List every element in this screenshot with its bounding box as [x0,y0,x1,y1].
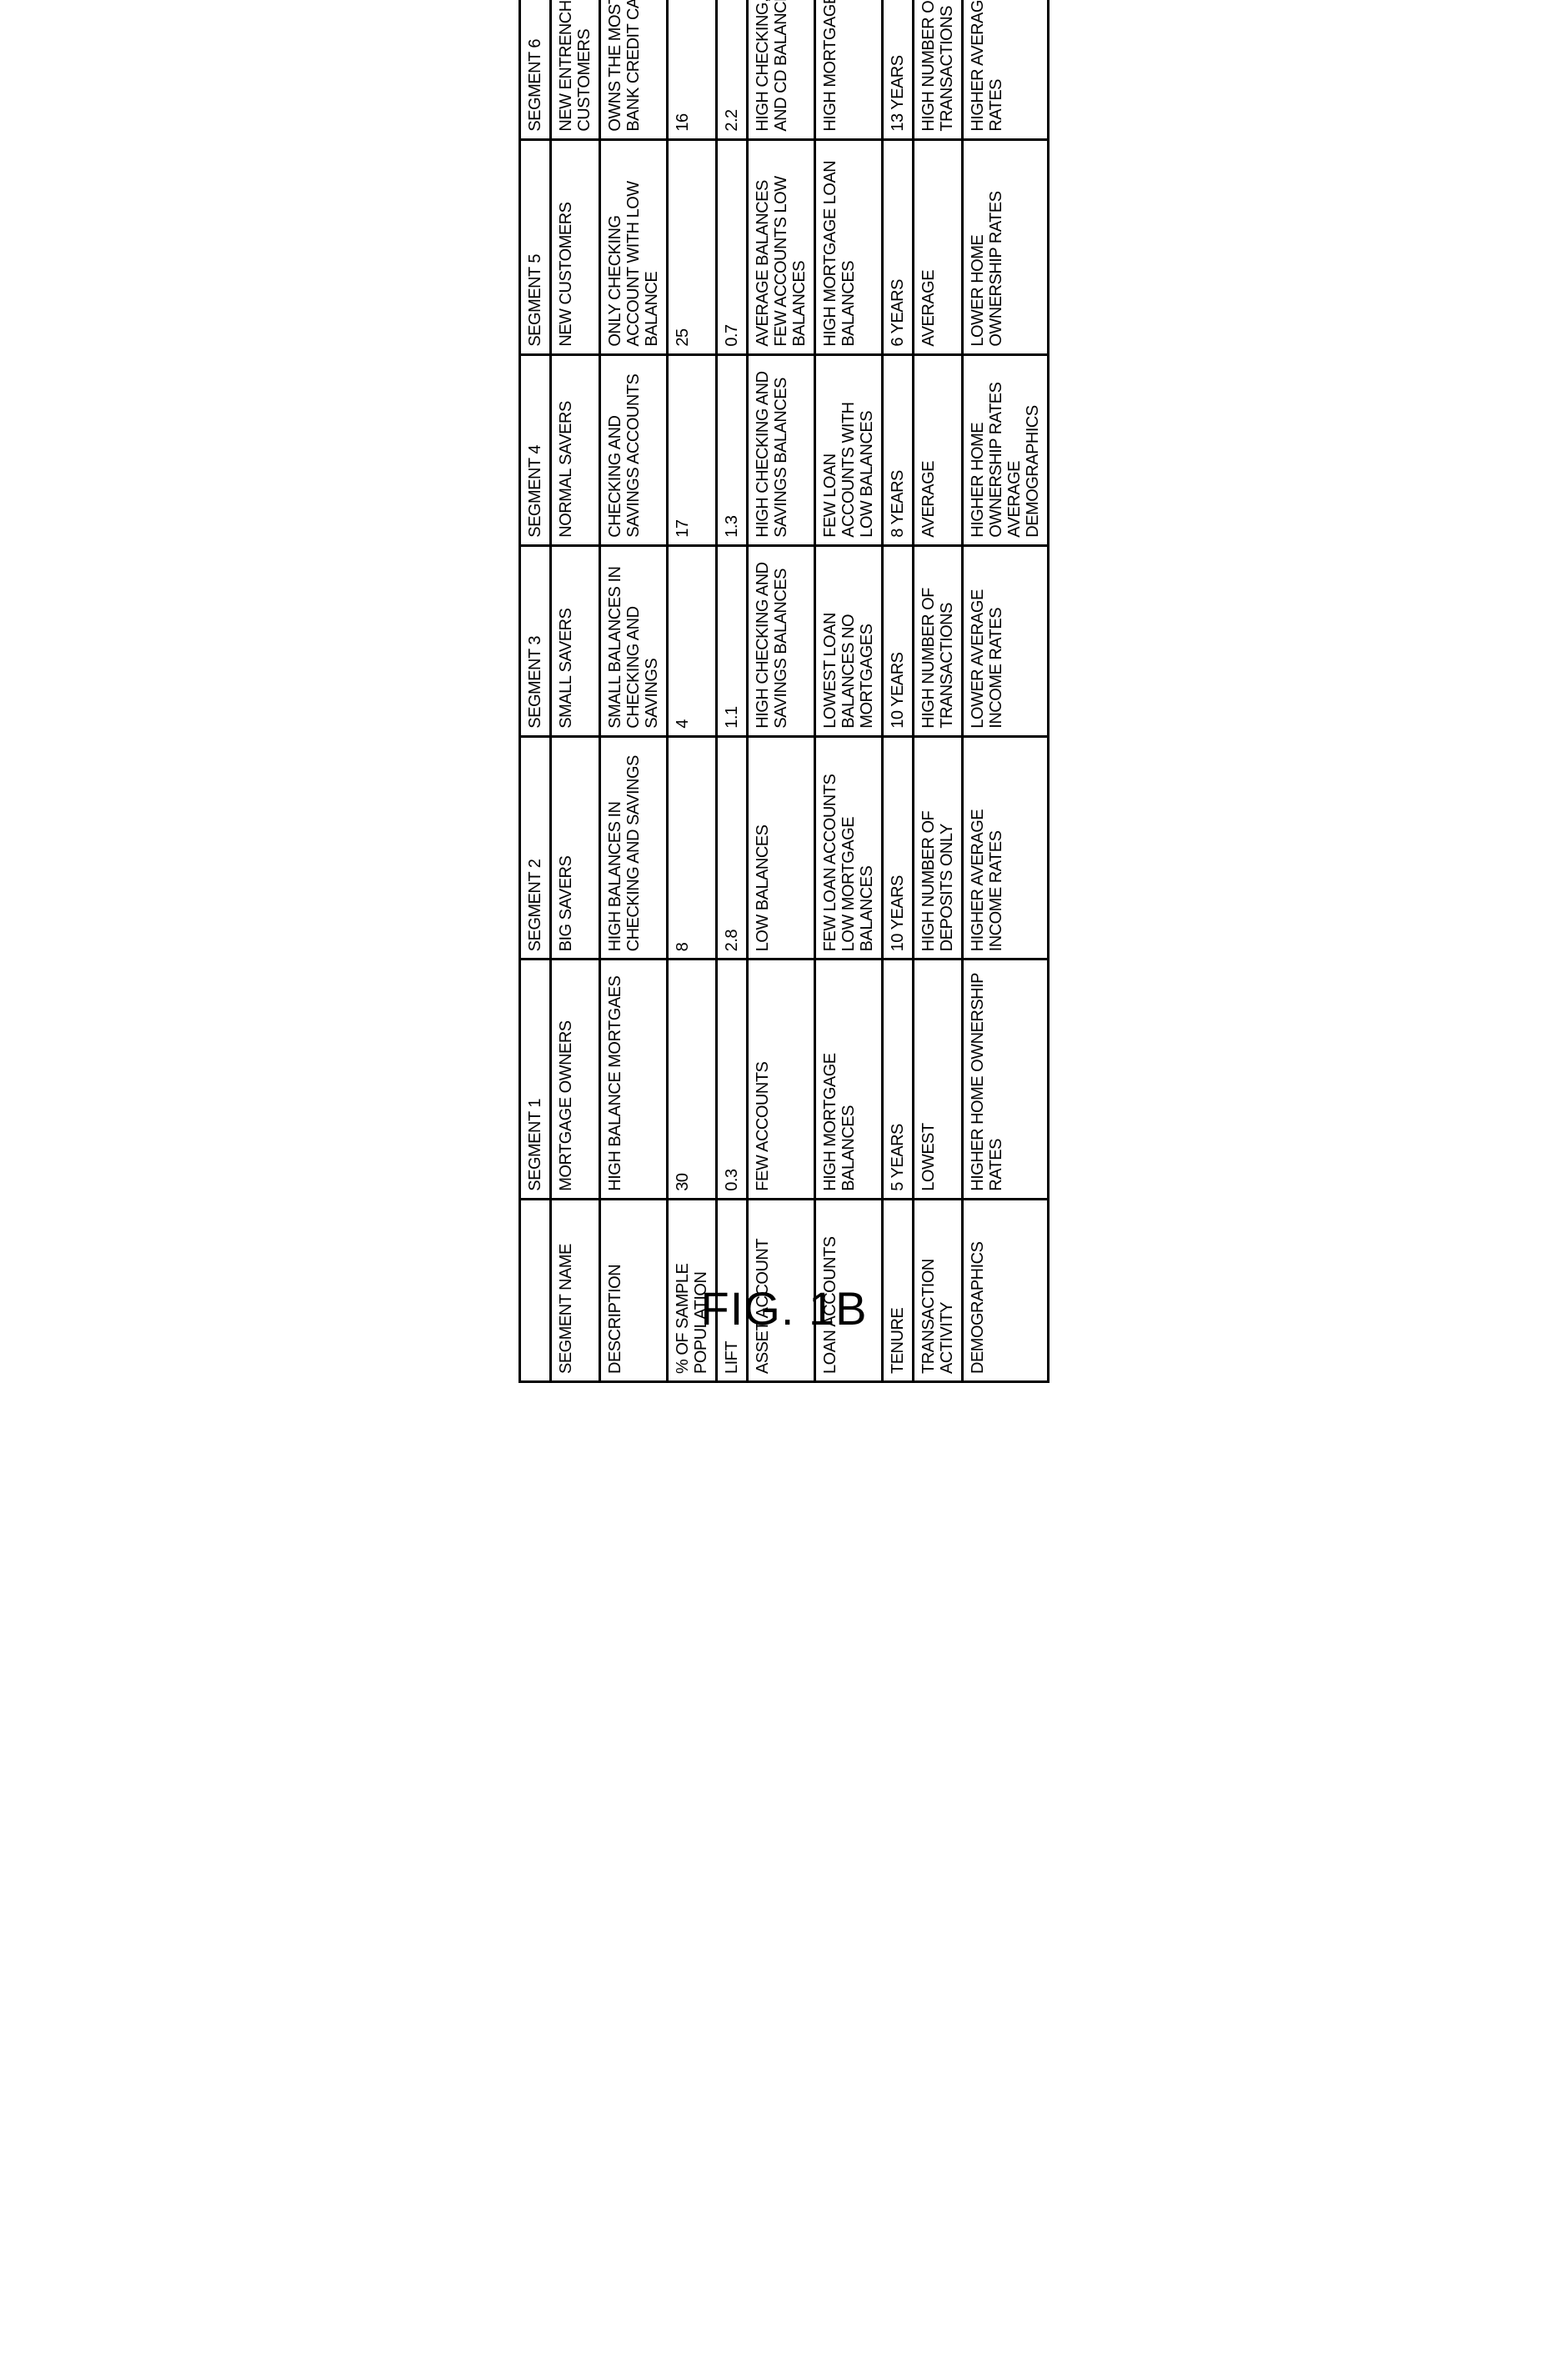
cell: 2.8 [717,736,748,960]
table-row: DEMOGRAPHICSHIGHER HOME OWNERSHIP RATESH… [963,0,1049,1382]
cell: SMALL BALANCES IN CHECKING AND SAVINGS [600,545,668,736]
header-blank [520,1199,551,1381]
cell: 0.3 [717,960,748,1199]
cell: HIGH BALANCES IN CHECKING AND SAVINGS [600,736,668,960]
cell: AVERAGE [914,139,963,354]
cell: SMALL SAVERS [551,545,600,736]
cell: ONLY CHECKING ACCOUNT WITH LOW BALANCE [600,139,668,354]
cell: OWNS THE MOST PRODUCTS BANK CREDIT CARDS [600,0,668,139]
cell: HIGHER HOME OWNERSHIP RATES AVERAGE DEMO… [963,354,1049,545]
cell: 10 YEARS [883,736,914,960]
cell: LOWER AVERAGE INCOME RATES [963,545,1049,736]
cell: 10 YEARS [883,545,914,736]
cell: HIGH CHECKING, SAVINGS AND CD BALANCES [748,0,815,139]
cell: 1.3 [717,354,748,545]
header-segment: SEGMENT 2 [520,736,551,960]
cell: NORMAL SAVERS [551,354,600,545]
cell: 0.7 [717,139,748,354]
header-segment: SEGMENT 4 [520,354,551,545]
cell: NEW CUSTOMERS [551,139,600,354]
cell: HIGH NUMBER OF TRANSACTIONS [914,545,963,736]
row-label: SEGMENT NAME [551,1199,600,1381]
cell: BIG SAVERS [551,736,600,960]
header-segment: SEGMENT 3 [520,545,551,736]
cell: 17 [668,354,717,545]
cell: CHECKING AND SAVINGS ACCOUNTS [600,354,668,545]
cell: 30 [668,960,717,1199]
cell: FEW LOAN ACCOUNTS LOW MORTGAGE BALANCES [815,736,883,960]
table-row: ASSET ACCOUNTFEW ACCOUNTSLOW BALANCESHIG… [748,0,815,1382]
table-row: % OF SAMPLE POPULATION3084172516 [668,0,717,1382]
cell: 5 YEARS [883,960,914,1199]
table-row: SEGMENT NAMEMORTGAGE OWNERSBIG SAVERSSMA… [551,0,600,1382]
cell: FEW ACCOUNTS [748,960,815,1199]
cell: LOWER HOME OWNERSHIP RATES [963,139,1049,354]
header-segment: SEGMENT 1 [520,960,551,1199]
cell: HIGHER HOME OWNERSHIP RATES [963,960,1049,1199]
cell: 13 YEARS [883,0,914,139]
cell: HIGHER AVERAGE INCOME RATES [963,0,1049,139]
table-body: SEGMENT 1SEGMENT 2SEGMENT 3SEGMENT 4SEGM… [520,0,1049,1382]
table-row: TENURE5 YEARS10 YEARS10 YEARS8 YEARS6 YE… [883,0,914,1382]
cell: AVERAGE [914,354,963,545]
segments-table: SEGMENT 1SEGMENT 2SEGMENT 3SEGMENT 4SEGM… [518,0,1050,1383]
cell: HIGH CHECKING AND SAVINGS BALANCES [748,354,815,545]
cell: HIGHER AVERAGE INCOME RATES [963,736,1049,960]
cell: HIGH MORTGAGE BALANCES [815,960,883,1199]
cell: LOWEST LOAN BALANCES NO MORTGAGES [815,545,883,736]
cell: LOW BALANCES [748,736,815,960]
cell: 25 [668,139,717,354]
row-label: TRANSACTION ACTIVITY [914,1199,963,1381]
cell: HIGH MORTGAGE LOAN BALANCES [815,139,883,354]
row-label: DESCRIPTION [600,1199,668,1381]
cell: 16 [668,0,717,139]
cell: 2.2 [717,0,748,139]
row-label: TENURE [883,1199,914,1381]
cell: HIGH MORTGAGE BALANCES [815,0,883,139]
cell: HIGH BALANCE MORTGAES [600,960,668,1199]
rotated-table-wrapper: SEGMENT 1SEGMENT 2SEGMENT 3SEGMENT 4SEGM… [518,0,1050,1383]
row-label: % OF SAMPLE POPULATION [668,1199,717,1381]
cell: 4 [668,545,717,736]
header-segment: SEGMENT 6 [520,0,551,139]
cell: HIGH NUMBER OF DEPOSITS ONLY [914,736,963,960]
table-row: LIFT0.32.81.11.30.72.2 [717,0,748,1382]
table-header-row: SEGMENT 1SEGMENT 2SEGMENT 3SEGMENT 4SEGM… [520,0,551,1382]
cell: AVERAGE BALANCES FEW ACCOUNTS LOW BALANC… [748,139,815,354]
cell: HIGH NUMBER OF TRANSACTIONS [914,0,963,139]
cell: 8 [668,736,717,960]
cell: LOWEST [914,960,963,1199]
cell: 8 YEARS [883,354,914,545]
row-label: DEMOGRAPHICS [963,1199,1049,1381]
cell: NEW ENTRENCHED CUSTOMERS [551,0,600,139]
row-label: LOAN ACCOUNTS [815,1199,883,1381]
table-row: DESCRIPTIONHIGH BALANCE MORTGAESHIGH BAL… [600,0,668,1382]
header-segment: SEGMENT 5 [520,139,551,354]
cell: 1.1 [717,545,748,736]
cell: MORTGAGE OWNERS [551,960,600,1199]
row-label: ASSET ACCOUNT [748,1199,815,1381]
cell: FEW LOAN ACCOUNTS WITH LOW BALANCES [815,354,883,545]
cell: 6 YEARS [883,139,914,354]
table-row: LOAN ACCOUNTSHIGH MORTGAGE BALANCESFEW L… [815,0,883,1382]
table-row: TRANSACTION ACTIVITYLOWESTHIGH NUMBER OF… [914,0,963,1382]
cell: HIGH CHECKING AND SAVINGS BALANCES [748,545,815,736]
row-label: LIFT [717,1199,748,1381]
